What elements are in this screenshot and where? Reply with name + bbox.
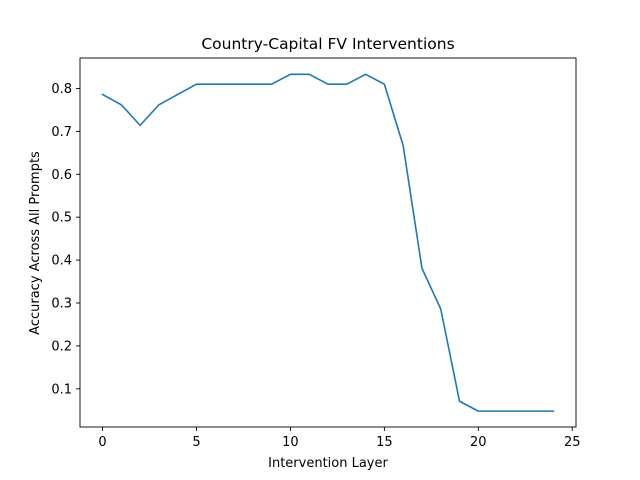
x-tick-label: 25 bbox=[564, 435, 581, 450]
y-tick-label: 0.5 bbox=[51, 211, 72, 226]
x-tick-label: 20 bbox=[470, 435, 487, 450]
chart-title: Country-Capital FV Interventions bbox=[201, 35, 454, 53]
x-axis-ticks: 0 5 10 15 20 25 bbox=[98, 427, 581, 450]
y-tick-label: 0.4 bbox=[51, 254, 72, 269]
y-tick-label: 0.8 bbox=[51, 82, 72, 97]
y-tick-label: 0.3 bbox=[51, 296, 72, 311]
x-tick-label: 0 bbox=[98, 435, 106, 450]
y-tick-label: 0.7 bbox=[51, 125, 72, 140]
y-axis-label: Accuracy Across All Prompts bbox=[28, 151, 43, 335]
x-tick-label: 15 bbox=[376, 435, 393, 450]
y-tick-label: 0.1 bbox=[51, 382, 72, 397]
x-axis-label: Intervention Layer bbox=[268, 456, 388, 471]
y-tick-label: 0.2 bbox=[51, 339, 72, 354]
x-tick-label: 5 bbox=[192, 435, 200, 450]
y-axis-ticks: 0.1 0.2 0.3 0.4 0.5 0.6 0.7 0.8 bbox=[51, 82, 80, 397]
x-tick-label: 10 bbox=[282, 435, 299, 450]
y-tick-label: 0.6 bbox=[51, 168, 72, 183]
series-line bbox=[101, 73, 555, 412]
plot-area-frame bbox=[79, 57, 577, 428]
